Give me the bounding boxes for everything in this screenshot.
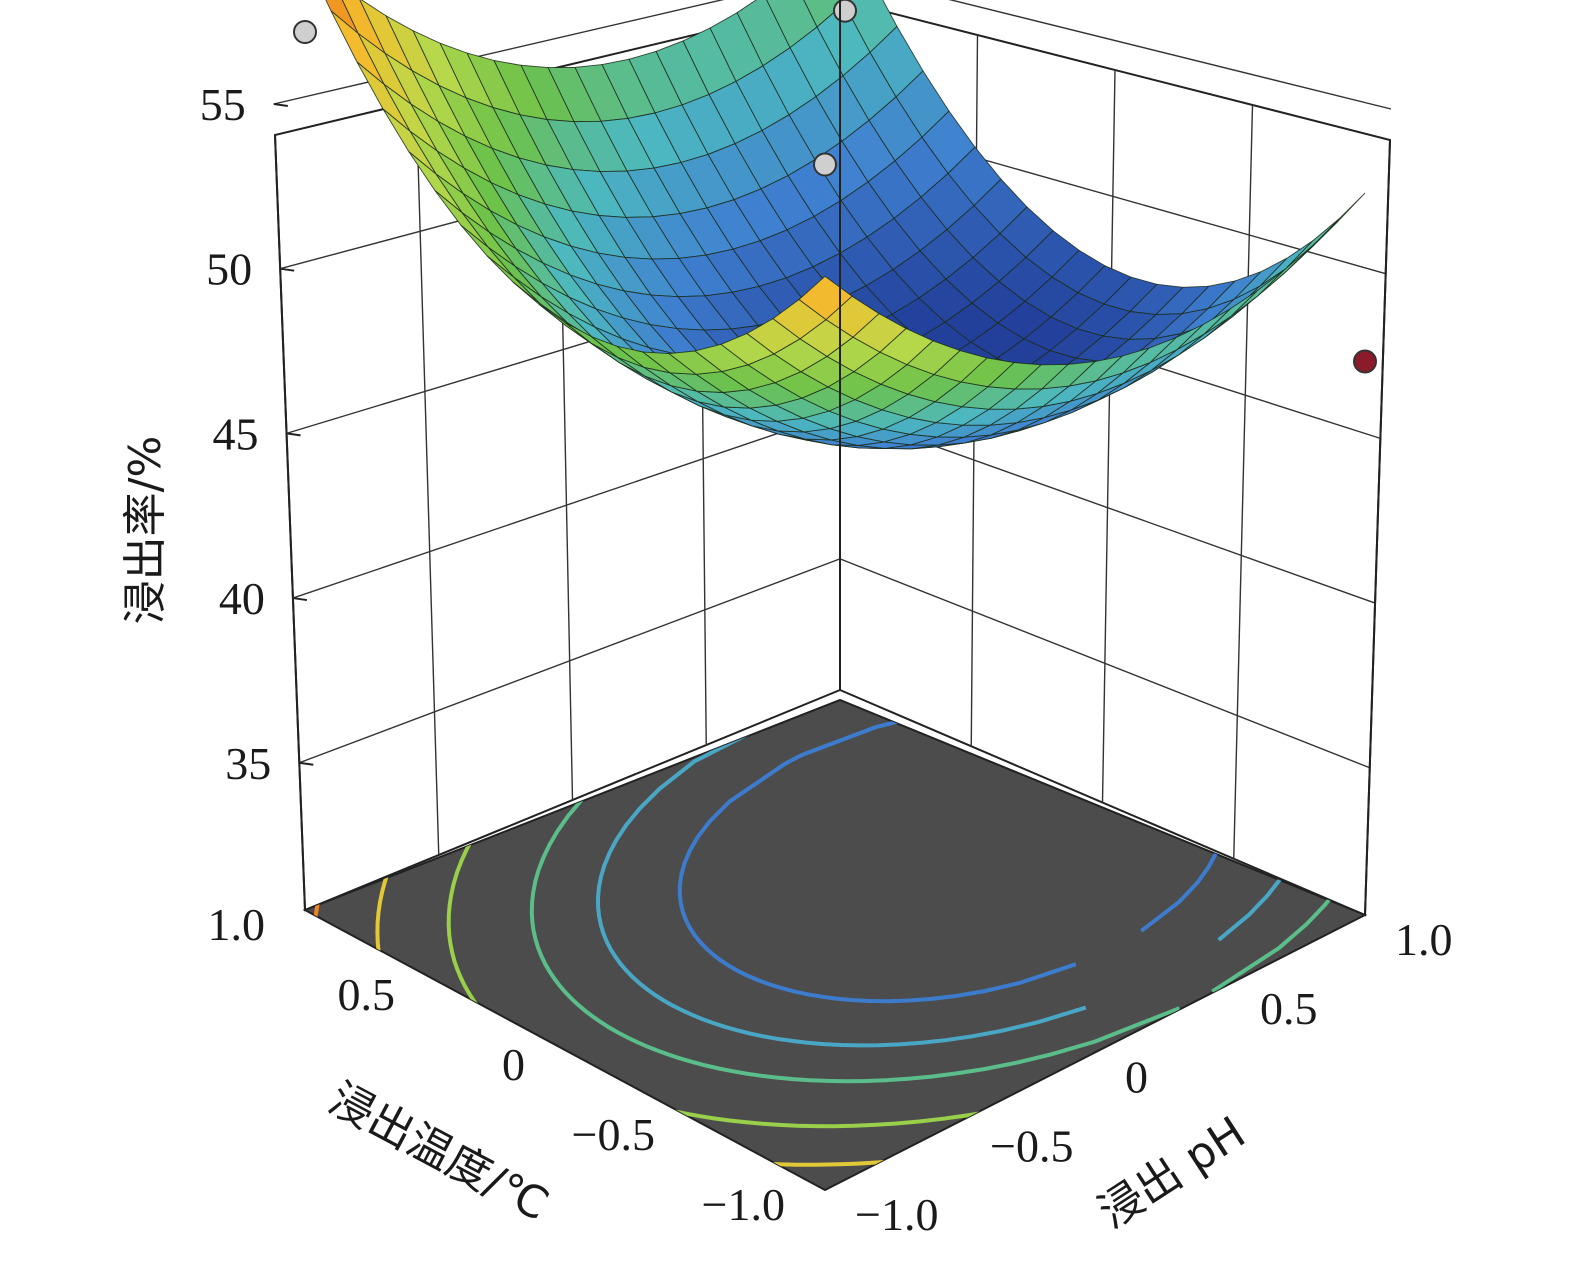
z-tick-label: 40 — [219, 573, 265, 624]
z-tick-mark — [273, 103, 288, 107]
y-tick-label: 1.0 — [1395, 914, 1453, 965]
x-tick-label: 0.5 — [338, 969, 396, 1020]
z-tick-mark — [280, 267, 295, 272]
design-point-markers — [293, 0, 1377, 374]
z-tick-mark — [292, 597, 308, 602]
z-tick-label: 35 — [225, 738, 271, 789]
x-tick-label: −0.5 — [572, 1109, 655, 1160]
y-tick-label: −0.5 — [990, 1120, 1073, 1171]
x-axis-title: 浸出温度/℃ — [321, 1073, 557, 1231]
right-wall-vgrid — [1233, 104, 1254, 859]
z-tick-mark — [299, 761, 314, 766]
design-point-marker — [813, 152, 837, 177]
right-wall-vgrid — [1101, 69, 1116, 803]
response-surface — [325, 0, 1366, 450]
y-tick-label: 0 — [1125, 1052, 1148, 1103]
design-point-marker — [293, 20, 317, 44]
z-axis-title: 浸出率/% — [120, 436, 171, 625]
z-axis-line — [274, 134, 306, 911]
z-tick-label: 55 — [200, 79, 246, 130]
axis-frame — [274, 0, 1391, 916]
y-tick-label: 0.5 — [1260, 983, 1318, 1034]
y-tick-label: −1.0 — [855, 1189, 938, 1240]
surface-cell — [798, 275, 853, 321]
x-tick-label: 1.0 — [208, 899, 266, 950]
tick-labels: 35 40 45 50 55 −1.0 −0.5 0 0.5 1.0 −1.0 −0.5 0 0.5 1.0 — [200, 79, 1453, 1240]
x-tick-label: −1.0 — [702, 1179, 785, 1230]
design-point-marker — [833, 0, 857, 23]
left-wall-vgrid — [415, 101, 440, 856]
z-tick-mark — [286, 432, 301, 437]
z-tick-label: 45 — [213, 408, 259, 459]
floor-plane — [302, 698, 1368, 1192]
x-tick-label: 0 — [502, 1039, 525, 1090]
right-vertical-edge — [1364, 139, 1391, 916]
design-point-marker — [1353, 349, 1377, 374]
z-tick-label: 50 — [206, 244, 252, 295]
y-axis-title: 浸出 pH — [1090, 1107, 1254, 1239]
